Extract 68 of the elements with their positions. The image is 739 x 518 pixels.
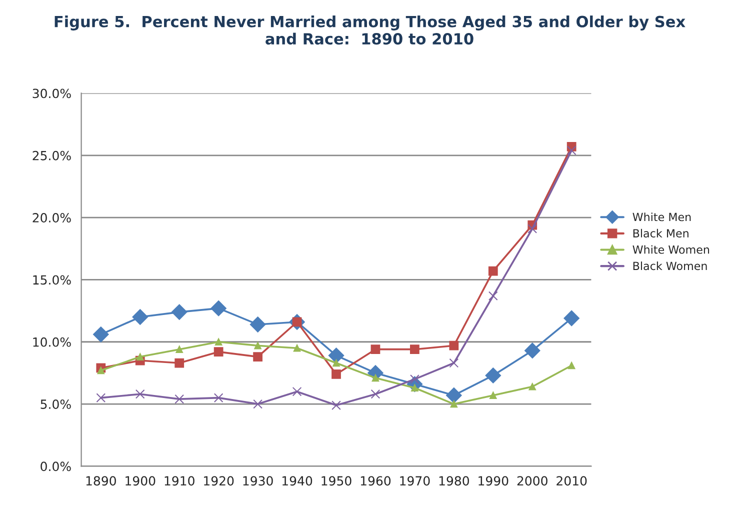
- point: [253, 352, 262, 362]
- point: [370, 389, 380, 399]
- point: [214, 347, 224, 357]
- point: [96, 393, 106, 403]
- legend-label: Black Men: [633, 228, 688, 238]
- point: [528, 382, 536, 390]
- x-tick-label: 1960: [360, 476, 391, 486]
- legend-label: Black Women: [633, 262, 707, 270]
- point: [214, 393, 224, 403]
- y-tick-label: 20.0%: [32, 213, 71, 222]
- x-tick-label: 1940: [282, 476, 312, 486]
- point: [171, 304, 188, 320]
- point: [485, 368, 502, 384]
- x-tick-label: 2010: [556, 476, 587, 486]
- point: [446, 387, 462, 404]
- point: [410, 374, 420, 384]
- x-tick-label: 1930: [243, 476, 273, 486]
- x-tick-label: 1890: [86, 476, 116, 486]
- point: [489, 392, 497, 399]
- point: [292, 386, 302, 396]
- point: [254, 342, 262, 350]
- point: [449, 340, 459, 350]
- point: [253, 399, 262, 409]
- point: [332, 370, 341, 379]
- x-tick-label: 1900: [126, 476, 156, 486]
- point: [488, 291, 498, 301]
- point: [524, 342, 540, 358]
- y-tick-label: 0.0%: [40, 462, 71, 472]
- point: [176, 346, 183, 353]
- x-tick-label: 1920: [204, 476, 234, 486]
- point: [450, 400, 458, 408]
- point: [132, 309, 148, 325]
- point: [328, 348, 344, 364]
- x-tick-label: 1950: [322, 476, 352, 486]
- legend-label: White Women: [632, 245, 710, 254]
- point: [372, 374, 380, 382]
- y-tick-label: 30.0%: [32, 88, 71, 98]
- point: [93, 326, 109, 342]
- point: [449, 358, 459, 368]
- point: [214, 338, 222, 346]
- point: [332, 359, 340, 367]
- point: [488, 266, 498, 276]
- legend-label: White Men: [632, 212, 691, 222]
- point: [370, 344, 380, 354]
- point: [564, 310, 580, 326]
- x-tick-label: 1910: [164, 476, 194, 486]
- y-tick-label: 5.0%: [40, 400, 71, 409]
- point: [210, 300, 226, 316]
- point: [566, 146, 576, 156]
- point: [97, 366, 105, 374]
- point: [410, 344, 420, 354]
- point: [174, 358, 184, 368]
- point: [174, 394, 184, 404]
- chart-title: Figure 5. Percent Never Married among Those Aged 35 and Older by Sex and Race: 1890 to 2010: [54, 16, 686, 45]
- y-tick-label: 25.0%: [32, 150, 71, 160]
- point: [332, 400, 341, 410]
- point: [528, 224, 538, 234]
- x-tick-label: 1970: [400, 476, 430, 486]
- y-tick-label: 10.0%: [33, 337, 71, 347]
- x-tick-label: 1980: [439, 476, 469, 486]
- point: [250, 316, 266, 332]
- point: [135, 389, 145, 399]
- point: [136, 353, 144, 360]
- x-tick-label: 2000: [517, 476, 548, 486]
- y-tick-label: 15.0%: [33, 275, 71, 285]
- point: [568, 362, 576, 370]
- x-tick-label: 1990: [478, 476, 508, 486]
- point: [293, 344, 301, 352]
